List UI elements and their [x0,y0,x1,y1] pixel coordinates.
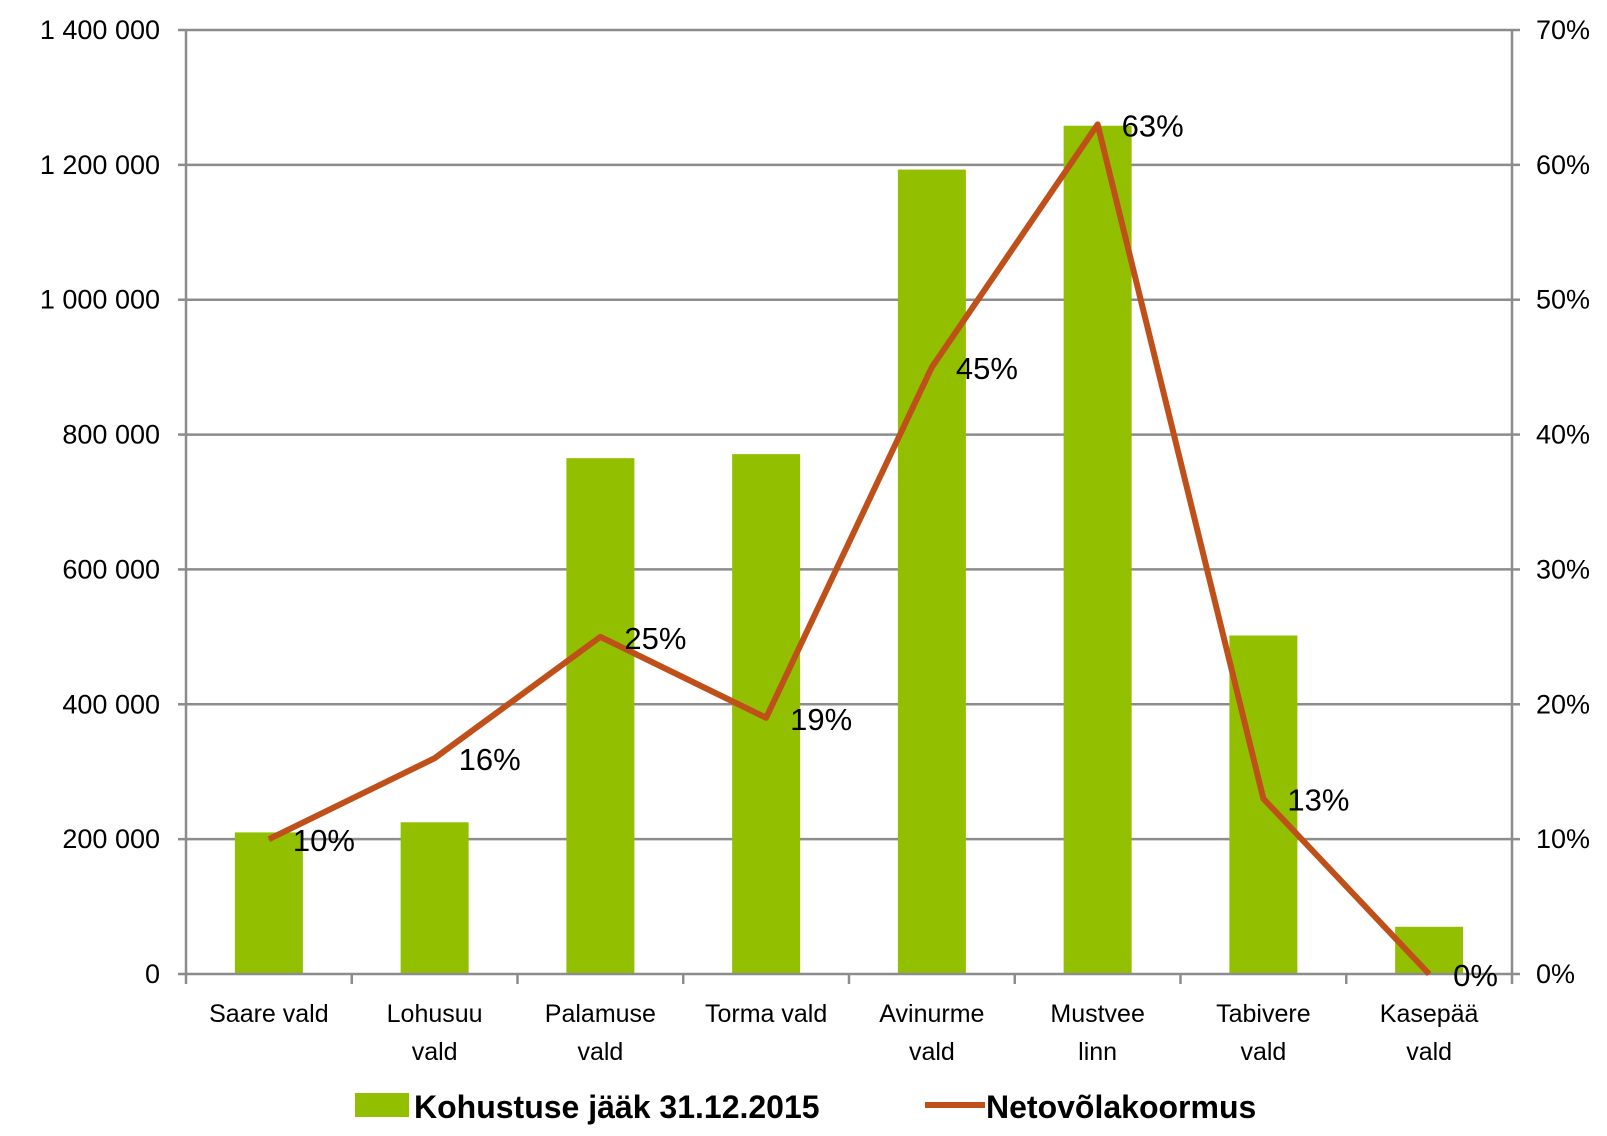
line-series [267,121,1432,977]
x-category-label: Torma vald [705,1000,827,1028]
legend-line-label: Netovõlakoormus [986,1089,1256,1125]
y-left-tick-label: 400 000 [62,689,160,719]
y-right-tick-label: 60% [1536,150,1590,180]
line-point [434,757,436,759]
y-right-tick-label: 70% [1536,15,1590,45]
line-data-label: 25% [624,621,686,656]
axes [178,28,1520,984]
bar [1063,125,1132,974]
bar [897,169,966,974]
x-category-label: Tabivere [1216,1000,1311,1028]
x-category-label: vald [1406,1038,1452,1066]
legend-bar-swatch [355,1093,409,1117]
y-left-tick-label: 200 000 [62,824,160,854]
y-left-tick-label: 1 000 000 [40,285,160,315]
gridlines [186,28,1512,841]
y-right-tick-label: 40% [1536,420,1590,450]
y-left-tick-label: 0 [145,959,160,989]
x-category-label: Avinurme [879,1000,984,1028]
y-right-tick-label: 10% [1536,824,1590,854]
line-point [1097,123,1099,125]
line-point [931,366,933,368]
x-category-label: vald [412,1038,458,1066]
bar [566,458,635,975]
line-data-label: 19% [790,702,852,737]
line-data-label: 16% [459,742,521,777]
line-data-label: 45% [956,351,1018,386]
x-category-label: Mustvee [1050,1000,1144,1028]
x-category-label: vald [577,1038,623,1066]
line-data-label: 10% [293,823,355,858]
x-category-label: Palamuse [545,1000,656,1028]
bar [1229,635,1298,974]
bar-series [234,125,1464,975]
y-left-tick-label: 600 000 [62,554,160,584]
y-axis-right-ticks: 0% 10% 20% 30% 40% 50% 60% 70% [1536,15,1590,989]
y-left-tick-label: 1 400 000 [40,15,160,45]
line-point [765,717,767,719]
x-category-label: vald [1240,1038,1286,1066]
x-category-label: Lohusuu [387,1000,483,1028]
data-labels: 10% 16% 25% 19% 45% 63% 13% 0% [293,108,1498,993]
line-data-label: 0% [1453,958,1498,993]
y-left-tick-label: 800 000 [62,420,160,450]
line-data-label: 13% [1287,783,1349,818]
line-point [268,838,270,840]
line-point [599,636,601,638]
y-left-tick-label: 1 200 000 [40,150,160,180]
line-point [1428,973,1430,975]
legend: Kohustuse jääk 31.12.2015 Netovõlakoormu… [355,1089,1256,1125]
y-right-tick-label: 0% [1536,959,1575,989]
line-path [267,121,1432,977]
x-category-label: Kasepää [1380,1000,1479,1028]
line-data-label: 63% [1122,108,1184,143]
x-category-label: Saare vald [209,1000,329,1028]
y-right-tick-label: 30% [1536,554,1590,584]
y-right-tick-label: 20% [1536,689,1590,719]
line-point [1262,798,1264,800]
x-category-label: linn [1078,1038,1117,1066]
x-category-label: vald [909,1038,955,1066]
bar [234,832,303,974]
bar [400,822,469,974]
x-axis-categories: Saare vald Lohusuu vald Palamuse vald Torma v… [209,1000,1478,1066]
legend-bar-label: Kohustuse jääk 31.12.2015 [414,1089,820,1125]
y-right-tick-label: 50% [1536,285,1590,315]
y-axis-left-ticks: 0 200 000 400 000 600 000 800 000 1 000 000 1 … [40,15,160,989]
